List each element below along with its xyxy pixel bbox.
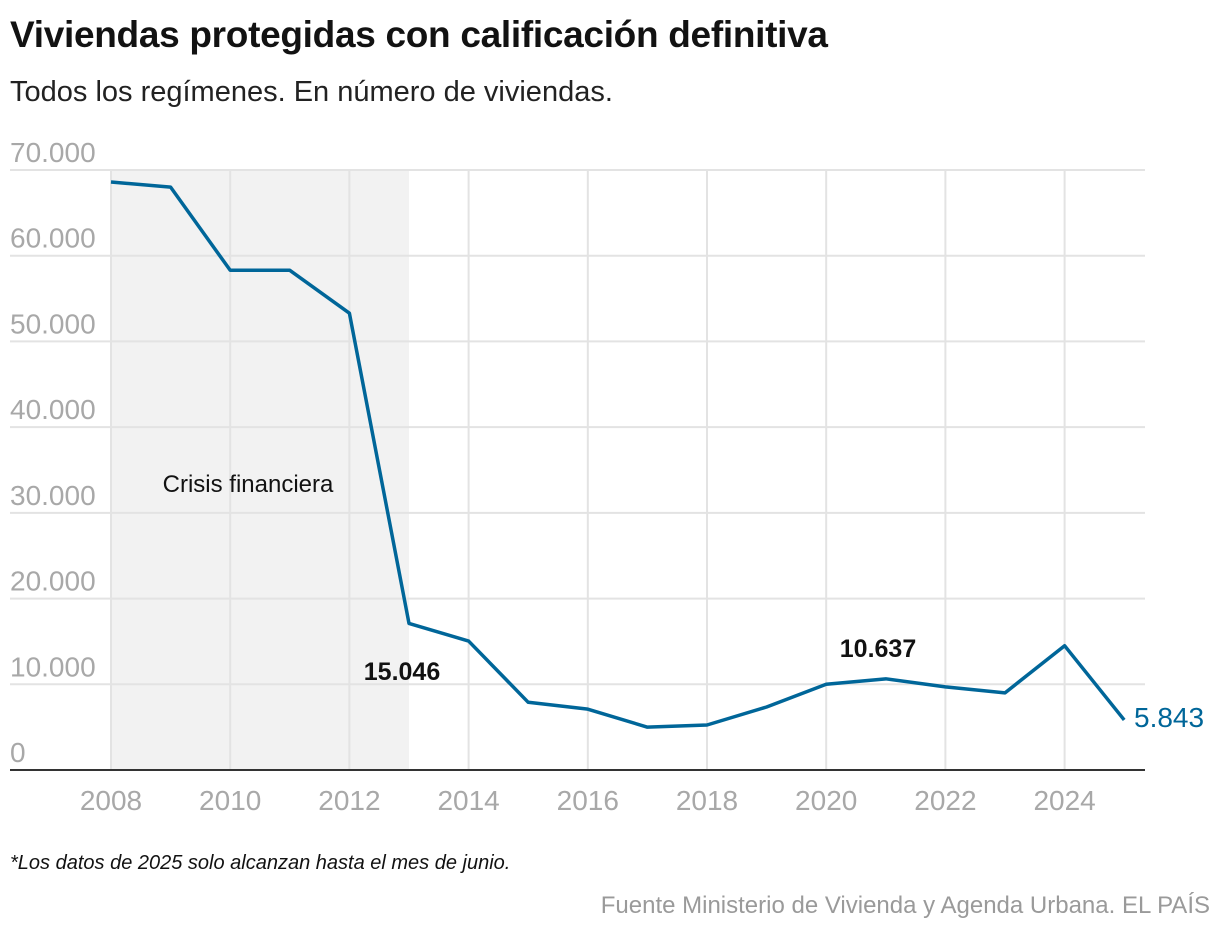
x-tick-label: 2014	[437, 785, 499, 816]
chart-title: Viviendas protegidas con calificación de…	[10, 14, 828, 55]
x-tick-label: 2024	[1033, 785, 1095, 816]
x-tick-label: 2010	[199, 785, 261, 816]
y-tick-label: 20.000	[10, 566, 96, 597]
annotation-2025: 5.843	[1134, 702, 1204, 733]
x-tick-label: 2016	[557, 785, 619, 816]
footnote: *Los datos de 2025 solo alcanzan hasta e…	[10, 852, 511, 874]
shaded-region-label: Crisis financiera	[163, 471, 334, 498]
x-tick-label: 2012	[318, 785, 380, 816]
data-line	[110, 180, 1126, 729]
x-tick-label: 2008	[80, 785, 142, 816]
chart-subtitle: Todos los regímenes. En número de vivien…	[10, 76, 613, 108]
y-tick-label: 10.000	[10, 651, 96, 682]
y-tick-label: 30.000	[10, 480, 96, 511]
annotation-2021: 10.637	[840, 635, 916, 663]
y-tick-label: 60.000	[10, 223, 96, 254]
source-credit: Fuente Ministerio de Vivienda y Agenda U…	[600, 892, 1210, 919]
y-tick-label: 40.000	[10, 394, 96, 425]
x-tick-label: 2018	[676, 785, 738, 816]
x-tick-label: 2020	[795, 785, 857, 816]
x-tick-label: 2022	[914, 785, 976, 816]
y-tick-label: 50.000	[10, 308, 96, 339]
y-tick-label: 70.000	[10, 137, 96, 168]
annotation-2014: 15.046	[364, 658, 440, 686]
y-tick-label: 0	[10, 737, 26, 768]
